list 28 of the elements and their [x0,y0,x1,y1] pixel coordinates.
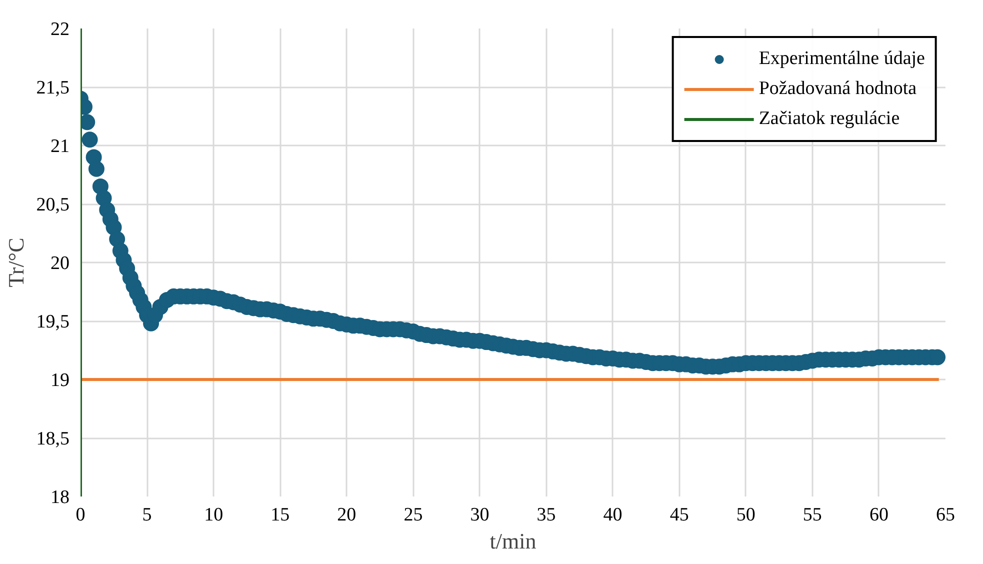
x-tick-label: 0 [76,504,86,526]
x-tick-label: 50 [736,504,756,526]
y-tick-label: 18,5 [36,428,70,450]
y-tick-label: 22 [50,19,70,40]
x-axis-title: t/min [490,528,536,554]
y-tick-label: 20 [50,253,70,274]
x-tick-label: 35 [536,504,556,526]
x-tick-label: 30 [470,504,490,526]
y-axis-title: Tr/°C [3,238,28,288]
x-tick-label: 10 [204,504,224,526]
y-tick-label: 21,5 [36,78,70,98]
y-tick-label: 18 [50,487,70,508]
x-tick-label: 65 [936,504,955,526]
y-tick-label: 20,5 [36,194,70,216]
x-tick-label: 5 [142,504,152,526]
x-tick-label: 15 [270,504,290,526]
y-tick-label: 21 [50,136,70,157]
legend-label: Experimentálne údaje [758,48,925,70]
legend-label: Požadovaná hodnota [758,78,917,100]
x-tick-label: 20 [337,504,356,526]
x-tick-label: 60 [869,504,888,526]
x-tick-label: 25 [404,504,423,526]
y-tick-label: 19,5 [36,312,70,332]
x-tick-label: 40 [603,504,622,526]
x-tick-label: 55 [802,504,822,526]
legend-label: Začiatok regulácie [758,108,900,130]
x-tick-label: 45 [670,504,689,526]
y-tick-label: 19 [50,370,70,391]
